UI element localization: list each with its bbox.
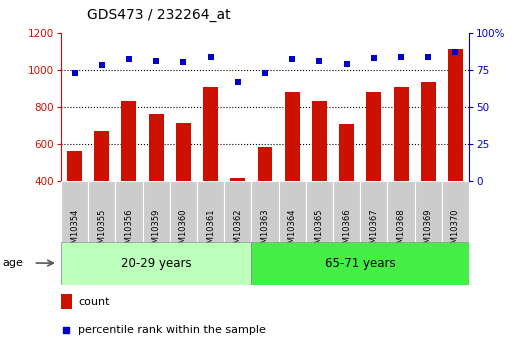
Point: [98, 63, 106, 68]
Bar: [258, 147, 272, 255]
Point: [424, 54, 432, 59]
Text: GSM10362: GSM10362: [233, 208, 242, 254]
Bar: [251, 181, 279, 241]
Bar: [203, 87, 218, 255]
Bar: [251, 241, 469, 285]
Text: age: age: [3, 258, 23, 268]
Bar: [360, 181, 387, 241]
Bar: [339, 124, 354, 255]
Bar: [149, 114, 164, 255]
Text: GSM10365: GSM10365: [315, 208, 324, 254]
Point: [261, 70, 269, 76]
Bar: [143, 181, 170, 241]
Point: [179, 60, 188, 65]
Text: GSM10366: GSM10366: [342, 208, 351, 254]
Bar: [394, 87, 409, 255]
Bar: [366, 92, 381, 255]
Point: [62, 327, 70, 333]
Bar: [442, 181, 469, 241]
Text: GSM10367: GSM10367: [369, 208, 378, 254]
Point: [234, 79, 242, 85]
Bar: [333, 181, 360, 241]
Bar: [306, 181, 333, 241]
Bar: [121, 101, 136, 255]
Point: [315, 58, 324, 64]
Bar: [421, 82, 436, 255]
Bar: [88, 181, 116, 241]
Point: [397, 54, 405, 59]
Text: GSM10361: GSM10361: [206, 208, 215, 254]
Bar: [387, 181, 414, 241]
Text: GSM10363: GSM10363: [261, 208, 269, 254]
Text: GSM10356: GSM10356: [125, 208, 134, 254]
Text: GSM10364: GSM10364: [288, 208, 297, 254]
Text: percentile rank within the sample: percentile rank within the sample: [78, 325, 266, 335]
Point: [342, 61, 351, 67]
Point: [206, 54, 215, 59]
Bar: [94, 131, 109, 255]
Bar: [448, 49, 463, 255]
Point: [369, 55, 378, 61]
Bar: [61, 295, 72, 309]
Bar: [61, 181, 88, 241]
Text: count: count: [78, 297, 110, 307]
Point: [451, 49, 460, 55]
Text: GSM10360: GSM10360: [179, 208, 188, 254]
Text: GDS473 / 232264_at: GDS473 / 232264_at: [87, 8, 231, 22]
Bar: [61, 241, 251, 285]
Bar: [279, 181, 306, 241]
Text: GSM10370: GSM10370: [451, 208, 460, 254]
Bar: [312, 101, 327, 255]
Bar: [67, 151, 82, 255]
Bar: [197, 181, 224, 241]
Text: GSM10369: GSM10369: [424, 208, 432, 254]
Bar: [414, 181, 442, 241]
Bar: [285, 92, 299, 255]
Text: GSM10359: GSM10359: [152, 208, 161, 254]
Bar: [231, 178, 245, 255]
Bar: [116, 181, 143, 241]
Text: GSM10354: GSM10354: [70, 208, 79, 254]
Bar: [176, 123, 191, 255]
Point: [152, 58, 161, 64]
Bar: [170, 181, 197, 241]
Text: GSM10368: GSM10368: [396, 208, 405, 254]
Point: [70, 70, 79, 76]
Point: [125, 57, 133, 62]
Text: GSM10355: GSM10355: [98, 208, 106, 254]
Text: 65-71 years: 65-71 years: [325, 257, 395, 269]
Text: 20-29 years: 20-29 years: [121, 257, 191, 269]
Point: [288, 57, 296, 62]
Bar: [224, 181, 251, 241]
